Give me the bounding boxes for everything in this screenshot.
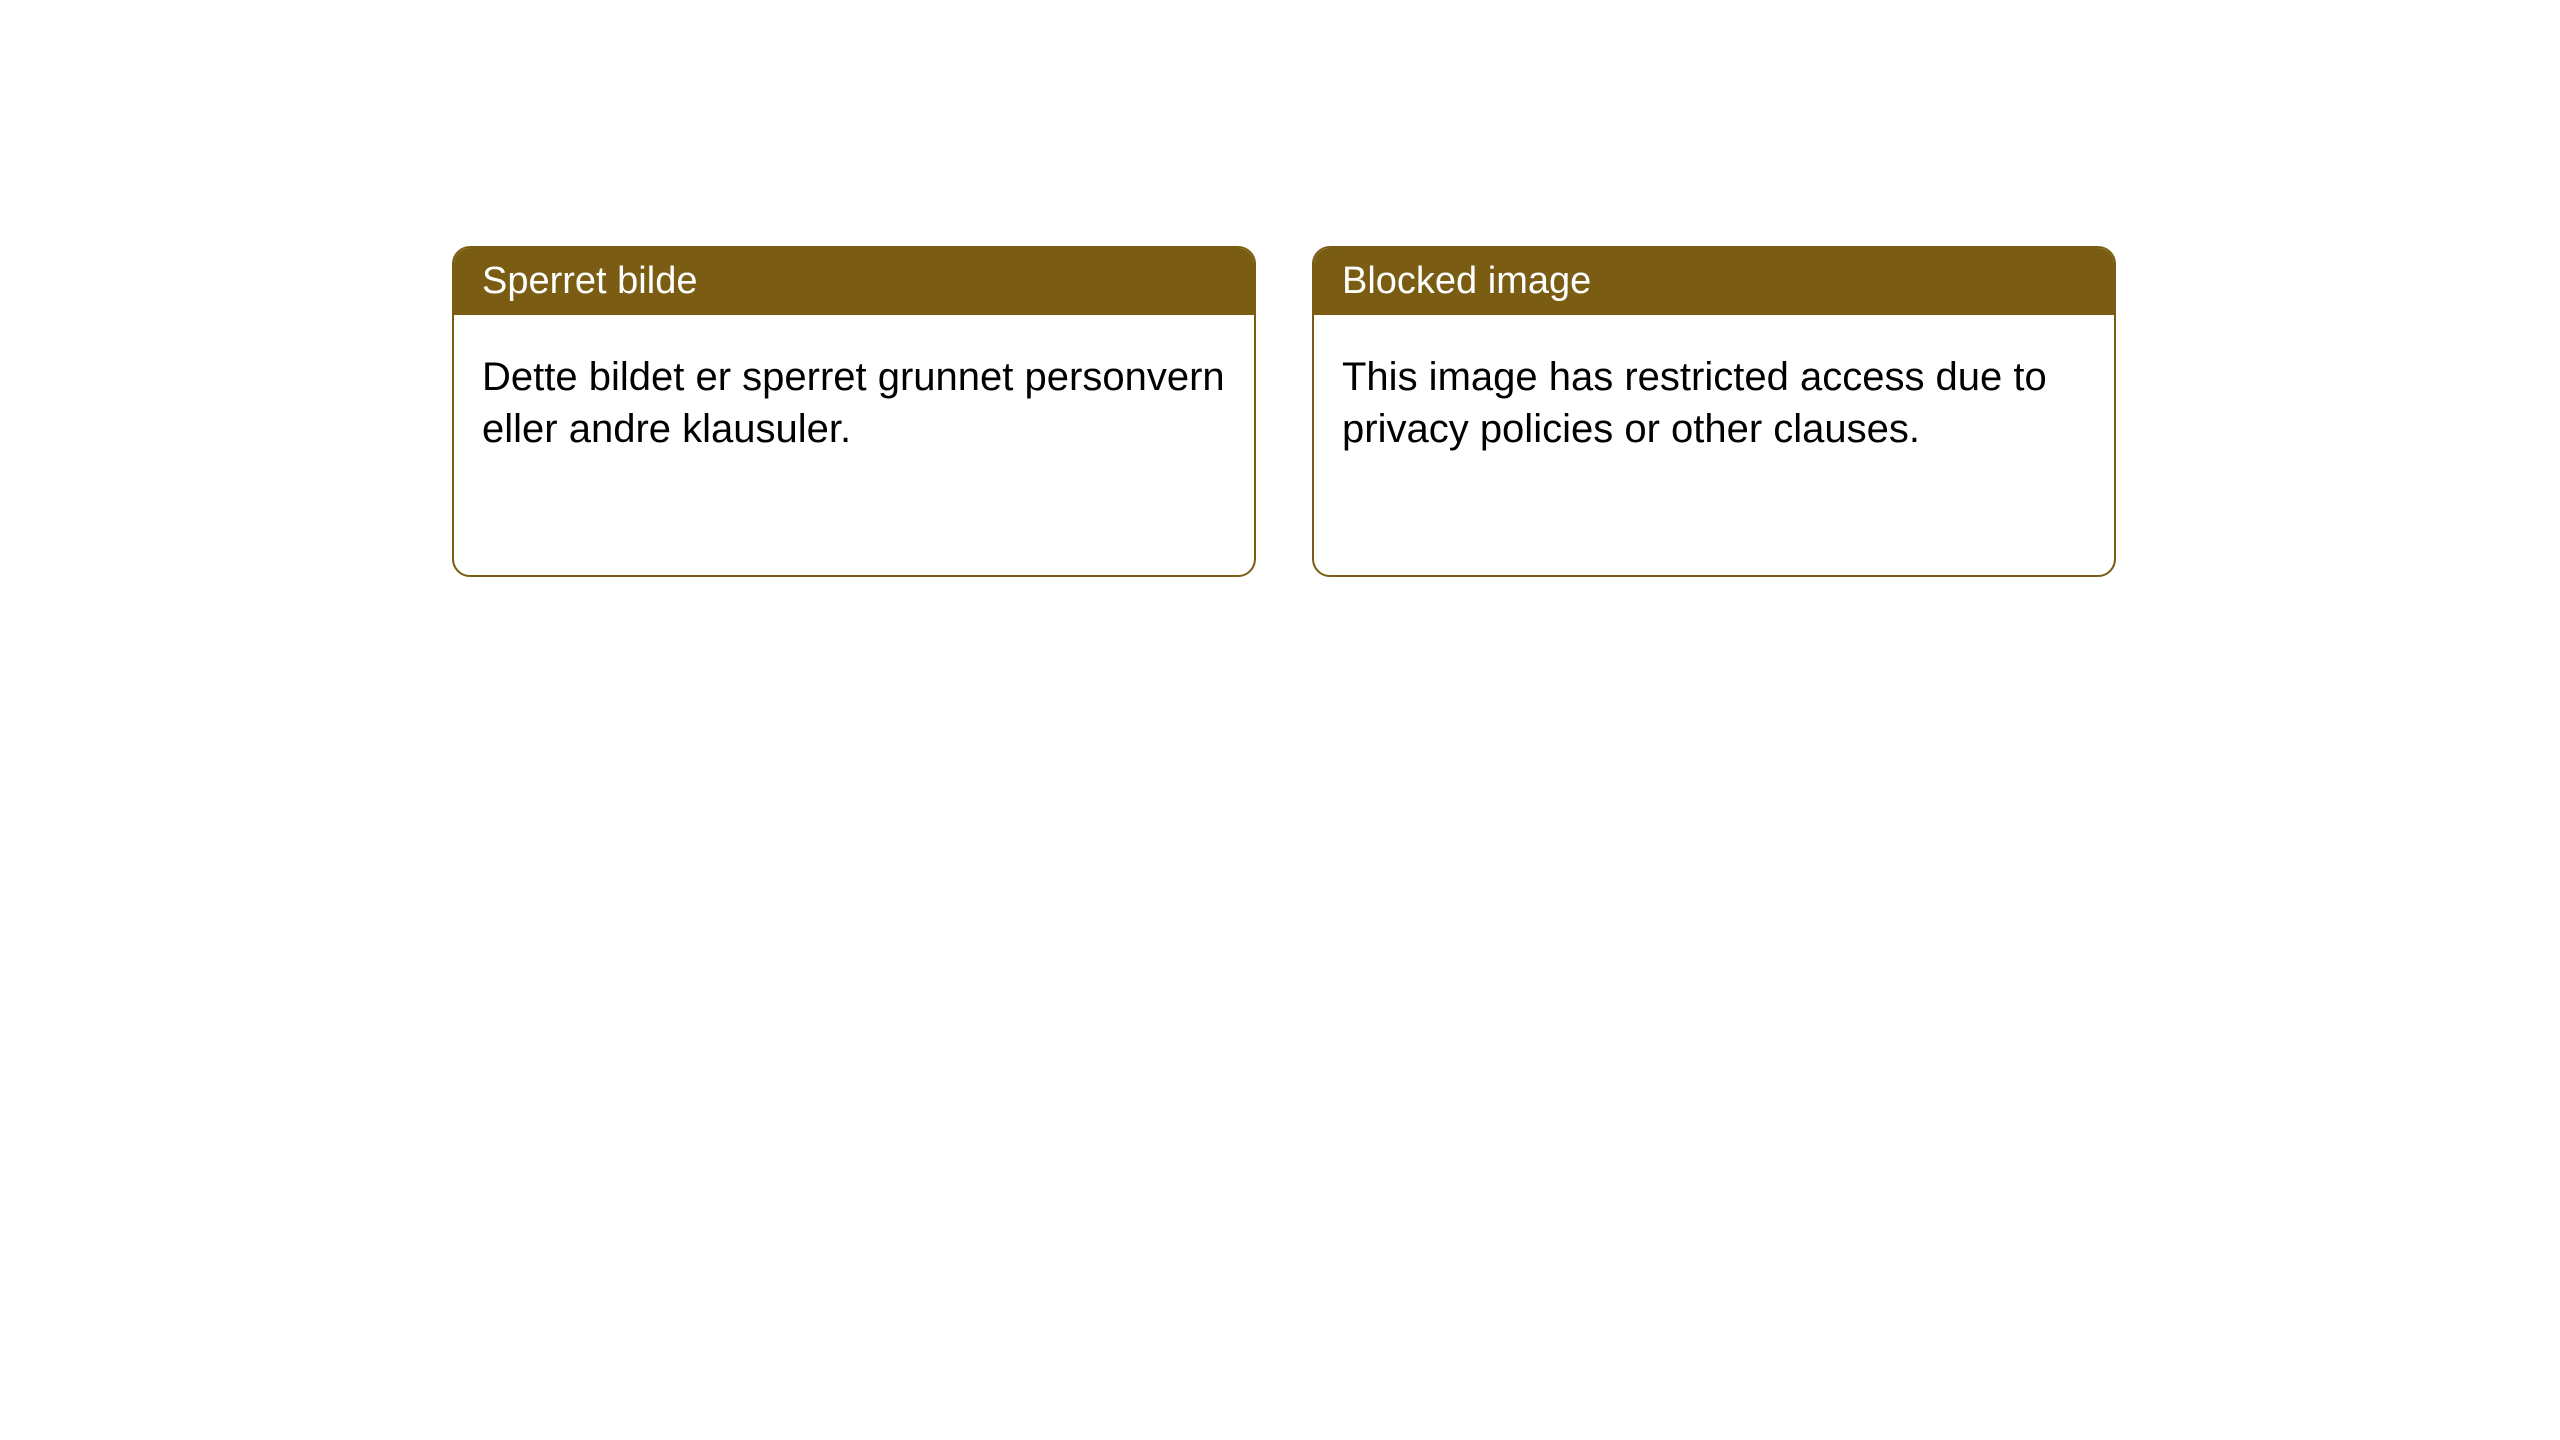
notice-card-norwegian: Sperret bilde Dette bildet er sperret gr… <box>452 246 1256 577</box>
notice-body: This image has restricted access due to … <box>1314 315 2114 575</box>
notice-header: Sperret bilde <box>454 248 1254 315</box>
notice-body: Dette bildet er sperret grunnet personve… <box>454 315 1254 575</box>
notice-title: Sperret bilde <box>482 260 697 302</box>
notice-container: Sperret bilde Dette bildet er sperret gr… <box>0 0 2560 577</box>
notice-body-text: This image has restricted access due to … <box>1342 355 2047 451</box>
notice-header: Blocked image <box>1314 248 2114 315</box>
notice-body-text: Dette bildet er sperret grunnet personve… <box>482 355 1225 451</box>
notice-title: Blocked image <box>1342 260 1591 302</box>
notice-card-english: Blocked image This image has restricted … <box>1312 246 2116 577</box>
